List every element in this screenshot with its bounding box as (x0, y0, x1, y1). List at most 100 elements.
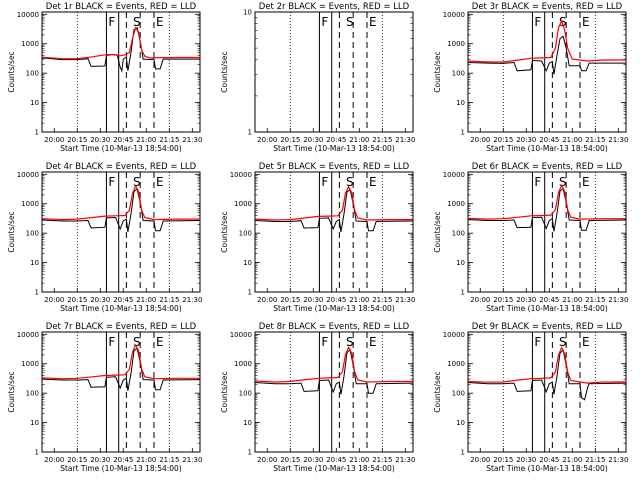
x-tick-label: 20:00 (257, 296, 277, 304)
time-marker-label: F (321, 15, 328, 29)
x-tick-label: 20:30 (516, 296, 536, 304)
x-tick-label: 21:15 (585, 136, 605, 144)
y-axis-label: Counts/sec (220, 211, 229, 252)
plot-frame (254, 331, 414, 453)
y-tick-label: 1 (248, 449, 252, 457)
y-tick-label: 1 (461, 129, 465, 137)
y-tick-label: 1000 (447, 360, 465, 368)
y-tick-label: 100 (452, 390, 465, 398)
panel-title: Det 5r BLACK = Events, RED = LLD (259, 162, 410, 172)
x-axis-label: Start Time (10-Mar-13 18:54:00) (273, 144, 395, 153)
x-tick-label: 20:30 (90, 136, 110, 144)
x-tick-label: 20:45 (539, 296, 559, 304)
series-lld-line (467, 184, 626, 220)
x-tick-label: 21:00 (349, 136, 369, 144)
x-tick-label: 21:30 (395, 456, 415, 464)
panel-4: Det 4r BLACK = Events, RED = LLD F S E 20:00… (7, 162, 202, 313)
time-marker-label: S (559, 15, 567, 29)
series-events-line (41, 26, 200, 73)
y-tick-label: 10000 (17, 171, 39, 179)
y-axis-label: Counts/sec (7, 51, 16, 92)
time-marker-label: S (346, 15, 354, 29)
series-lld-line (41, 184, 200, 221)
x-tick-label: 21:15 (372, 296, 392, 304)
time-marker-label: S (559, 175, 567, 189)
y-tick-label: 100 (239, 230, 252, 238)
x-tick-label: 20:15 (493, 456, 513, 464)
x-tick-label: 21:30 (608, 456, 628, 464)
y-tick-label: 10 (243, 9, 252, 17)
series-events-line (254, 188, 414, 232)
series-lld-line (467, 346, 626, 384)
x-tick-label: 20:30 (303, 136, 323, 144)
y-axis-label: Counts/sec (220, 371, 229, 412)
x-tick-label: 20:15 (280, 456, 300, 464)
x-tick-label: 21:30 (608, 296, 628, 304)
x-tick-label: 21:30 (608, 136, 628, 144)
x-axis-label: Start Time (10-Mar-13 18:54:00) (60, 144, 182, 153)
panel-5: Det 5r BLACK = Events, RED = LLD F S E 20:00… (220, 162, 415, 313)
y-tick-label: 10 (243, 259, 252, 267)
panel-7: Det 7r BLACK = Events, RED = LLD F S E 20:00… (7, 322, 202, 473)
x-tick-label: 20:00 (470, 136, 490, 144)
x-tick-label: 20:45 (539, 456, 559, 464)
y-tick-label: 1 (248, 289, 252, 297)
panel-6: Det 6r BLACK = Events, RED = LLD F S E 20:00… (433, 162, 628, 313)
x-tick-label: 21:30 (182, 296, 202, 304)
series-events-line (41, 347, 201, 391)
series-events-line (467, 35, 626, 75)
x-tick-label: 20:00 (44, 296, 64, 304)
x-tick-label: 20:30 (90, 296, 110, 304)
time-marker-label: E (582, 15, 590, 29)
y-tick-label: 10 (456, 99, 465, 107)
x-axis-label: Start Time (10-Mar-13 18:54:00) (273, 304, 395, 313)
panel-title: Det 7r BLACK = Events, RED = LLD (46, 322, 197, 332)
time-marker-label: E (582, 175, 590, 189)
plot-frame (467, 171, 627, 293)
y-tick-label: 10000 (230, 331, 252, 339)
time-marker-label: E (369, 175, 377, 189)
panel-8: Det 8r BLACK = Events, RED = LLD F S E 20:00… (220, 322, 415, 473)
x-tick-label: 21:00 (562, 456, 582, 464)
x-tick-label: 21:15 (159, 136, 179, 144)
y-tick-label: 100 (239, 390, 252, 398)
y-tick-label: 1000 (21, 200, 39, 208)
y-tick-label: 1 (248, 129, 252, 137)
y-tick-label: 10 (456, 419, 465, 427)
time-marker-label: F (534, 335, 541, 349)
x-tick-label: 20:15 (493, 296, 513, 304)
y-tick-label: 1000 (447, 40, 465, 48)
y-axis-label: Counts/sec (433, 51, 442, 92)
x-tick-label: 20:00 (470, 296, 490, 304)
x-tick-label: 20:00 (470, 456, 490, 464)
y-tick-label: 1 (35, 289, 39, 297)
time-marker-label: S (133, 15, 141, 29)
time-marker-label: E (156, 15, 164, 29)
time-marker-label: F (534, 175, 541, 189)
panel-title: Det 4r BLACK = Events, RED = LLD (46, 162, 197, 172)
series-lld-line (41, 26, 200, 60)
y-axis-label: Counts/sec (433, 211, 442, 252)
panel-title: Det 9r BLACK = Events, RED = LLD (472, 322, 623, 332)
panel-9: Det 9r BLACK = Events, RED = LLD F S E 20:00… (433, 322, 628, 473)
plot-frame (254, 171, 414, 293)
time-marker-label: F (108, 335, 115, 349)
y-tick-label: 10 (30, 259, 39, 267)
y-tick-label: 1000 (234, 200, 252, 208)
x-tick-label: 21:00 (136, 296, 156, 304)
x-axis-label: Start Time (10-Mar-13 18:54:00) (486, 144, 608, 153)
series-events-line (41, 187, 201, 232)
x-axis-label: Start Time (10-Mar-13 18:54:00) (486, 464, 608, 473)
panel-2: Det 2r BLACK = Events, RED = LLD F S E 20:00… (220, 2, 415, 153)
x-tick-label: 21:00 (136, 456, 156, 464)
y-tick-label: 1 (35, 129, 39, 137)
x-tick-label: 20:00 (257, 456, 277, 464)
x-tick-label: 21:00 (562, 296, 582, 304)
y-tick-label: 100 (26, 70, 39, 78)
y-tick-label: 10000 (230, 171, 252, 179)
x-tick-label: 21:15 (372, 456, 392, 464)
x-tick-label: 21:15 (159, 456, 179, 464)
series-events-line (467, 349, 627, 401)
x-tick-label: 21:30 (395, 136, 415, 144)
y-tick-label: 1 (35, 449, 39, 457)
